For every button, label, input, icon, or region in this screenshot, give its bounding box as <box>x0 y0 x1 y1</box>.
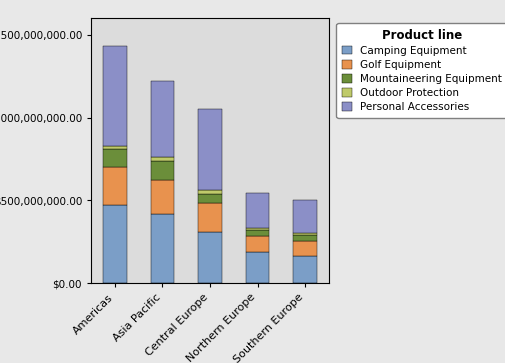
Bar <box>293 241 316 256</box>
Bar <box>245 193 269 228</box>
Bar <box>293 233 316 235</box>
Bar <box>103 205 126 283</box>
Bar <box>198 232 222 283</box>
Bar <box>103 167 126 205</box>
Bar <box>150 81 174 157</box>
Bar <box>150 157 174 160</box>
Bar <box>245 228 269 230</box>
Bar <box>198 190 222 194</box>
Bar <box>103 149 126 167</box>
Bar <box>198 109 222 190</box>
Bar <box>245 236 269 252</box>
Bar <box>293 256 316 283</box>
Bar <box>150 160 174 180</box>
Bar <box>150 213 174 283</box>
Bar <box>198 203 222 232</box>
Bar <box>198 194 222 203</box>
Bar <box>103 46 126 146</box>
Bar <box>293 235 316 241</box>
Bar <box>150 180 174 213</box>
Bar <box>103 146 126 149</box>
Bar <box>245 230 269 236</box>
Legend: Camping Equipment, Golf Equipment, Mountaineering Equipment, Outdoor Protection,: Camping Equipment, Golf Equipment, Mount… <box>336 23 505 118</box>
Bar <box>245 252 269 283</box>
Bar <box>293 200 316 233</box>
